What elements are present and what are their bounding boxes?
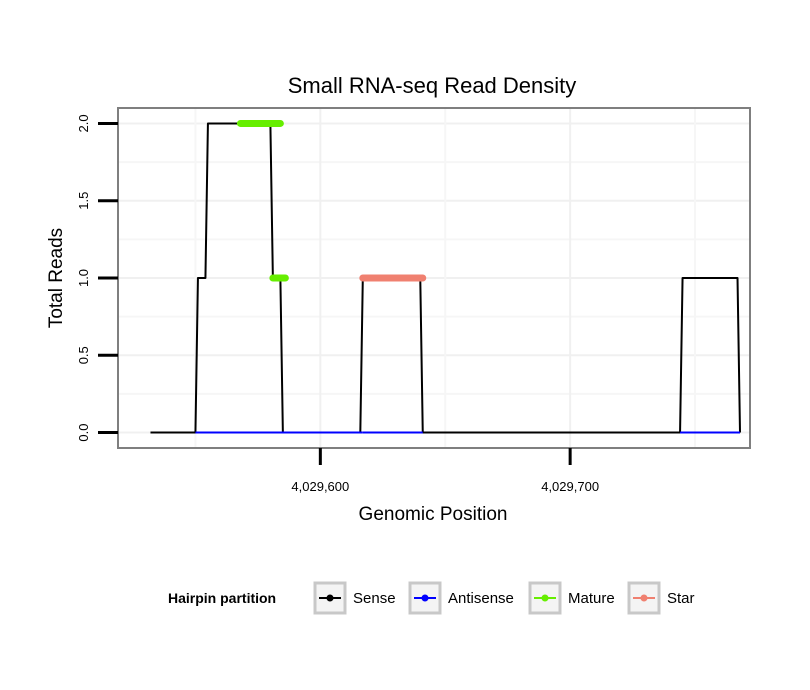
y-tick-label: 0.0 bbox=[76, 424, 91, 442]
x-axis-title: Genomic Position bbox=[359, 504, 508, 525]
y-tick-label: 1.5 bbox=[76, 192, 91, 210]
x-axis: 4,029,600 4,029,700 bbox=[291, 448, 599, 494]
y-tick-label: 2.0 bbox=[76, 114, 91, 132]
y-tick-label: 1.0 bbox=[76, 269, 91, 287]
series-layer bbox=[150, 119, 742, 434]
legend-label-sense: Sense bbox=[353, 590, 396, 607]
legend-key-point bbox=[326, 594, 334, 602]
legend-key-point bbox=[541, 594, 549, 602]
legend-label-star: Star bbox=[667, 590, 695, 607]
legend-label-mature: Mature bbox=[568, 590, 615, 607]
chart-title: Small RNA-seq Read Density bbox=[288, 73, 577, 98]
legend-title: Hairpin partition bbox=[168, 590, 276, 606]
x-tick-label: 4,029,600 bbox=[291, 479, 349, 494]
x-tick-label: 4,029,700 bbox=[541, 479, 599, 494]
legend: Hairpin partition Sense Antisense Mature St… bbox=[168, 581, 695, 615]
y-axis: 0.0 0.5 1.0 1.5 2.0 bbox=[76, 114, 118, 442]
legend-key-point bbox=[421, 594, 429, 602]
legend-label-antisense: Antisense bbox=[448, 590, 514, 607]
legend-key-point bbox=[640, 594, 648, 602]
y-axis-title: Total Reads bbox=[46, 228, 67, 328]
y-tick-label: 0.5 bbox=[76, 346, 91, 364]
